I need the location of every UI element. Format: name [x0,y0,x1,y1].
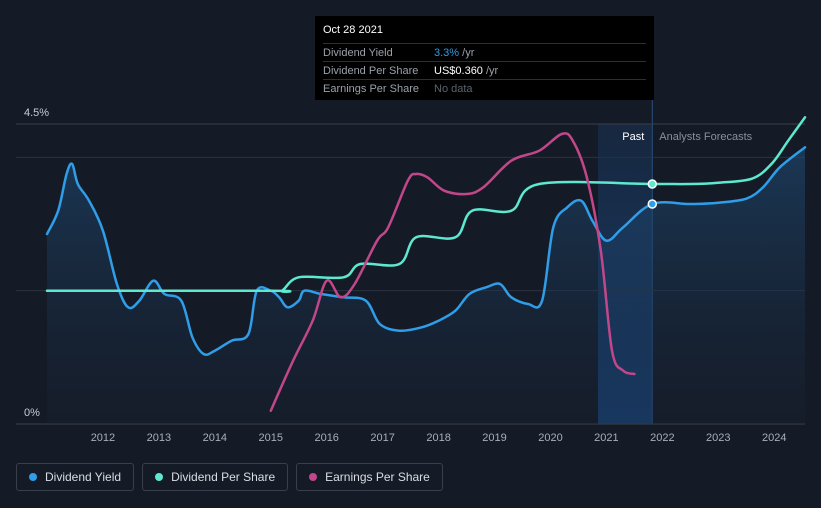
tooltip-row-earnings-per-share: Earnings Per Share No data [323,79,646,97]
tooltip-row-dividend-per-share: Dividend Per Share US$0.360 /yr [323,61,646,79]
dividend-yield-area [47,147,805,425]
x-tick-label: 2013 [147,432,171,444]
legend-label: Earnings Per Share [325,470,430,484]
tooltip-value: 3.3% [434,46,460,59]
legend-item-dividend-per-share[interactable]: Dividend Per Share [142,463,289,491]
legend-dot-icon [309,473,318,481]
tooltip-label: Earnings Per Share [323,82,419,95]
tooltip-unit: /yr [482,64,499,77]
past-label: Past [622,131,644,143]
x-tick-label: 2016 [314,432,338,444]
tooltip-row-dividend-yield: Dividend Yield 3.3% /yr [323,43,646,61]
x-tick-label: 2015 [259,432,283,444]
x-tick-label: 2014 [203,432,227,444]
legend: Dividend Yield Dividend Per Share Earnin… [16,463,443,491]
x-tick-label: 2021 [594,432,618,444]
x-tick-label: 2024 [762,432,786,444]
tooltip-date: Oct 28 2021 [323,24,383,36]
x-tick-label: 2019 [482,432,506,444]
region-labels: Past Analysts Forecasts [622,131,752,143]
legend-item-earnings-per-share[interactable]: Earnings Per Share [296,463,443,491]
dividend-per-share-marker [647,179,658,189]
legend-label: Dividend Yield [45,470,122,484]
data-tooltip: Oct 28 2021 Dividend Yield 3.3% /yr Divi… [315,16,654,100]
legend-label: Dividend Per Share [171,470,276,484]
tooltip-markers [647,179,658,209]
y-axis-labels: 4.5% 0% [24,107,49,419]
x-tick-label: 2022 [650,432,674,444]
dividend-per-share-line [45,116,807,293]
x-tick-label: 2017 [370,432,394,444]
x-tick-label: 2018 [426,432,450,444]
tooltip-value: US$0.360 [434,64,483,77]
series-lines [45,116,807,412]
legend-dot-icon [29,473,37,481]
legend-dot-icon [155,473,164,481]
forecast-label: Analysts Forecasts [659,131,752,143]
legend-item-dividend-yield[interactable]: Dividend Yield [16,463,135,491]
x-tick-label: 2012 [91,432,115,444]
tooltip-unit: /yr [459,46,475,59]
dividend-yield-marker [647,199,658,209]
yield-area [47,147,805,425]
y-axis-label-bottom: 0% [24,407,40,419]
dividend-chart: 4.5%0% 2012 2013 2014 2015 2016 2017 2018 2019 2… [16,100,807,444]
x-axis-labels: 2012 2013 2014 2015 2016 2017 2018 2019 2020 2021… [91,432,787,444]
y-axis-label-top: 4.5% [24,107,49,119]
tooltip-label: Dividend Yield [323,46,393,59]
x-tick-label: 2020 [538,432,562,444]
x-tick-label: 2023 [706,432,730,444]
earnings-per-share-line [269,132,636,412]
tooltip-label: Dividend Per Share [323,64,419,77]
tooltip-value: No data [434,82,473,95]
